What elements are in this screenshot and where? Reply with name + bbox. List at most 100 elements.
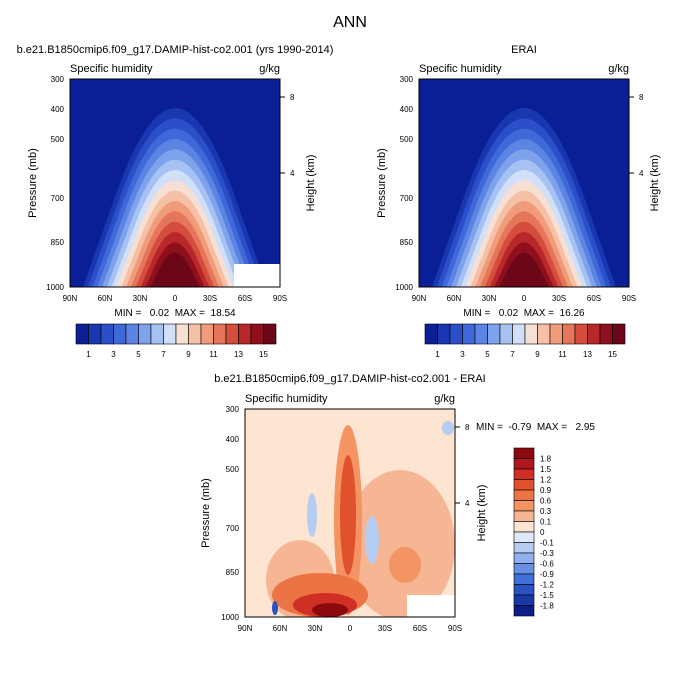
- x-tick-label: 30S: [203, 294, 217, 303]
- contour-band: [499, 252, 549, 287]
- panel-model-y2label: Height (km): [305, 155, 317, 212]
- y-tick-label: 700: [226, 524, 240, 533]
- y-tick-label: 400: [400, 105, 414, 114]
- x-tick-label: 0: [522, 294, 527, 303]
- x-tick-label: 60S: [238, 294, 252, 303]
- colorbar-label: 11: [209, 350, 218, 359]
- colorbar-label: 15: [259, 350, 268, 359]
- colorbar-label: 1: [435, 350, 440, 359]
- colorbar-swatch: [250, 323, 264, 345]
- y-tick-label: 700: [400, 194, 414, 203]
- colorbar-swatch: [513, 489, 535, 501]
- colorbar-swatch: [524, 323, 538, 345]
- colorbar-swatch: [513, 584, 535, 596]
- height-tick-label: 8: [465, 423, 470, 432]
- panel-erai-stats: MIN = 0.02 MAX = 16.26: [463, 308, 585, 319]
- colorbar-swatch: [513, 542, 535, 554]
- x-tick-label: 0: [173, 294, 178, 303]
- contour-band: [442, 421, 454, 435]
- panel-erai-ylabel: Pressure (mb): [376, 148, 388, 218]
- colorbar-swatch: [449, 323, 463, 345]
- colorbar-label: 3: [111, 350, 116, 359]
- colorbar-label: 0.3: [540, 507, 552, 516]
- y-tick-label: 500: [226, 465, 240, 474]
- colorbar-swatch: [513, 458, 535, 470]
- y-tick-label: 1000: [221, 613, 239, 622]
- colorbar-label: 0: [540, 528, 545, 537]
- colorbar-swatch: [513, 479, 535, 491]
- colorbar-swatch: [599, 323, 613, 345]
- colorbar-label: 0.1: [540, 518, 552, 527]
- panel-difference-x-ticks: 90N 60N 30N 0 30S 60S 90S: [238, 624, 462, 633]
- height-tick-label: 4: [290, 169, 295, 178]
- y-tick-label: 500: [400, 135, 414, 144]
- panel-model-title: b.e21.B1850cmip6.f09_g17.DAMIP-hist-co2.…: [17, 44, 334, 56]
- y-tick-label: 300: [400, 75, 414, 84]
- height-tick-label: 8: [290, 93, 295, 102]
- colorbar-swatch: [513, 605, 535, 617]
- contour-band: [272, 601, 278, 615]
- colorbar-swatch: [513, 447, 535, 459]
- colorbar-swatch: [200, 323, 214, 345]
- colorbar-swatch: [113, 323, 127, 345]
- colorbar-swatch: [499, 323, 513, 345]
- panel-model-units-label: g/kg: [259, 63, 280, 75]
- panel-difference-field-label: Specific humidity: [245, 393, 328, 405]
- panel-model-contours: [83, 108, 267, 287]
- colorbar-swatch: [513, 531, 535, 543]
- colorbar-swatch: [213, 323, 227, 345]
- panel-model-colorbar: 1 3 5 7 9 11 13 15: [75, 323, 277, 359]
- colorbar-swatch: [513, 573, 535, 585]
- panel-difference-y-ticks: 300 400 500 700 850 1000: [221, 405, 239, 622]
- colorbar-swatch: [100, 323, 114, 345]
- panel-model: b.e21.B1850cmip6.f09_g17.DAMIP-hist-co2.…: [17, 44, 334, 359]
- panel-erai-colorbar: 1 3 5 7 9 11 13 15: [424, 323, 626, 359]
- contour-band: [389, 547, 421, 583]
- panel-difference-ylabel: Pressure (mb): [200, 478, 212, 548]
- height-tick-label: 4: [465, 499, 470, 508]
- colorbar-swatch: [487, 323, 501, 345]
- colorbar-swatch: [513, 552, 535, 564]
- colorbar-label: -0.9: [540, 570, 554, 579]
- colorbar-label: -0.3: [540, 549, 554, 558]
- x-tick-label: 90N: [63, 294, 78, 303]
- panel-erai: ERAI Specific humidity g/kg 90N 60N 30N …: [376, 44, 661, 359]
- colorbar-swatch: [462, 323, 476, 345]
- colorbar-swatch: [263, 323, 277, 345]
- colorbar-label: 5: [136, 350, 141, 359]
- colorbar-label: -1.8: [540, 602, 554, 611]
- colorbar-swatch: [424, 323, 438, 345]
- panel-erai-frame: [418, 78, 630, 288]
- colorbar-swatch: [549, 323, 563, 345]
- panel-difference-colorbar: 1.81.5 1.20.9 0.60.3 0.10 -0.1-0.3 -0.6-0.9 -1…: [513, 447, 554, 617]
- figure-title: ANN: [333, 14, 367, 31]
- colorbar-swatch: [513, 510, 535, 522]
- panel-difference-contours: [260, 421, 455, 617]
- colorbar-swatch: [513, 521, 535, 533]
- height-tick-label: 4: [639, 169, 644, 178]
- panel-erai-height-ticks: 8 4: [629, 93, 644, 178]
- colorbar-label: 11: [558, 350, 567, 359]
- colorbar-swatch: [513, 468, 535, 480]
- x-tick-label: 30N: [308, 624, 323, 633]
- colorbar-swatch: [587, 323, 601, 345]
- colorbar-label: 1: [86, 350, 91, 359]
- contour-band: [312, 603, 348, 617]
- panel-erai-y-ticks: 300 400 500 700 850 1000: [395, 75, 413, 292]
- colorbar-swatch: [125, 323, 139, 345]
- colorbar-swatch: [150, 323, 164, 345]
- y-tick-label: 850: [400, 238, 414, 247]
- panel-model-height-ticks: 8 4: [280, 93, 295, 178]
- x-tick-label: 90S: [273, 294, 287, 303]
- x-tick-label: 60S: [587, 294, 601, 303]
- colorbar-swatch: [513, 500, 535, 512]
- panel-model-plot-area: [70, 79, 280, 287]
- x-tick-label: 30S: [378, 624, 392, 633]
- y-tick-label: 500: [51, 135, 65, 144]
- colorbar-swatch: [437, 323, 451, 345]
- y-tick-label: 400: [226, 435, 240, 444]
- y-tick-label: 300: [226, 405, 240, 414]
- colorbar-swatch: [474, 323, 488, 345]
- panel-difference: b.e21.B1850cmip6.f09_g17.DAMIP-hist-co2.…: [200, 373, 595, 633]
